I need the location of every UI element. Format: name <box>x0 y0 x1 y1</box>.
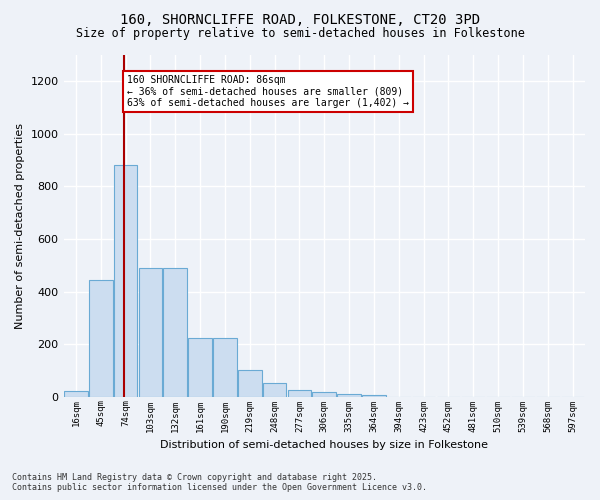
Bar <box>337 394 361 396</box>
Bar <box>139 268 162 396</box>
X-axis label: Distribution of semi-detached houses by size in Folkestone: Distribution of semi-detached houses by … <box>160 440 488 450</box>
Y-axis label: Number of semi-detached properties: Number of semi-detached properties <box>15 123 25 329</box>
Text: 160 SHORNCLIFFE ROAD: 86sqm
← 36% of semi-detached houses are smaller (809)
63% : 160 SHORNCLIFFE ROAD: 86sqm ← 36% of sem… <box>127 74 409 108</box>
Text: Size of property relative to semi-detached houses in Folkestone: Size of property relative to semi-detach… <box>76 28 524 40</box>
Bar <box>238 370 262 396</box>
Bar <box>213 338 237 396</box>
Bar <box>188 338 212 396</box>
Bar <box>64 391 88 396</box>
Bar <box>163 268 187 396</box>
Bar <box>313 392 336 396</box>
Bar <box>89 280 113 396</box>
Bar <box>114 166 137 396</box>
Text: 160, SHORNCLIFFE ROAD, FOLKESTONE, CT20 3PD: 160, SHORNCLIFFE ROAD, FOLKESTONE, CT20 … <box>120 12 480 26</box>
Bar <box>263 384 286 396</box>
Bar <box>287 390 311 396</box>
Text: Contains HM Land Registry data © Crown copyright and database right 2025.
Contai: Contains HM Land Registry data © Crown c… <box>12 473 427 492</box>
